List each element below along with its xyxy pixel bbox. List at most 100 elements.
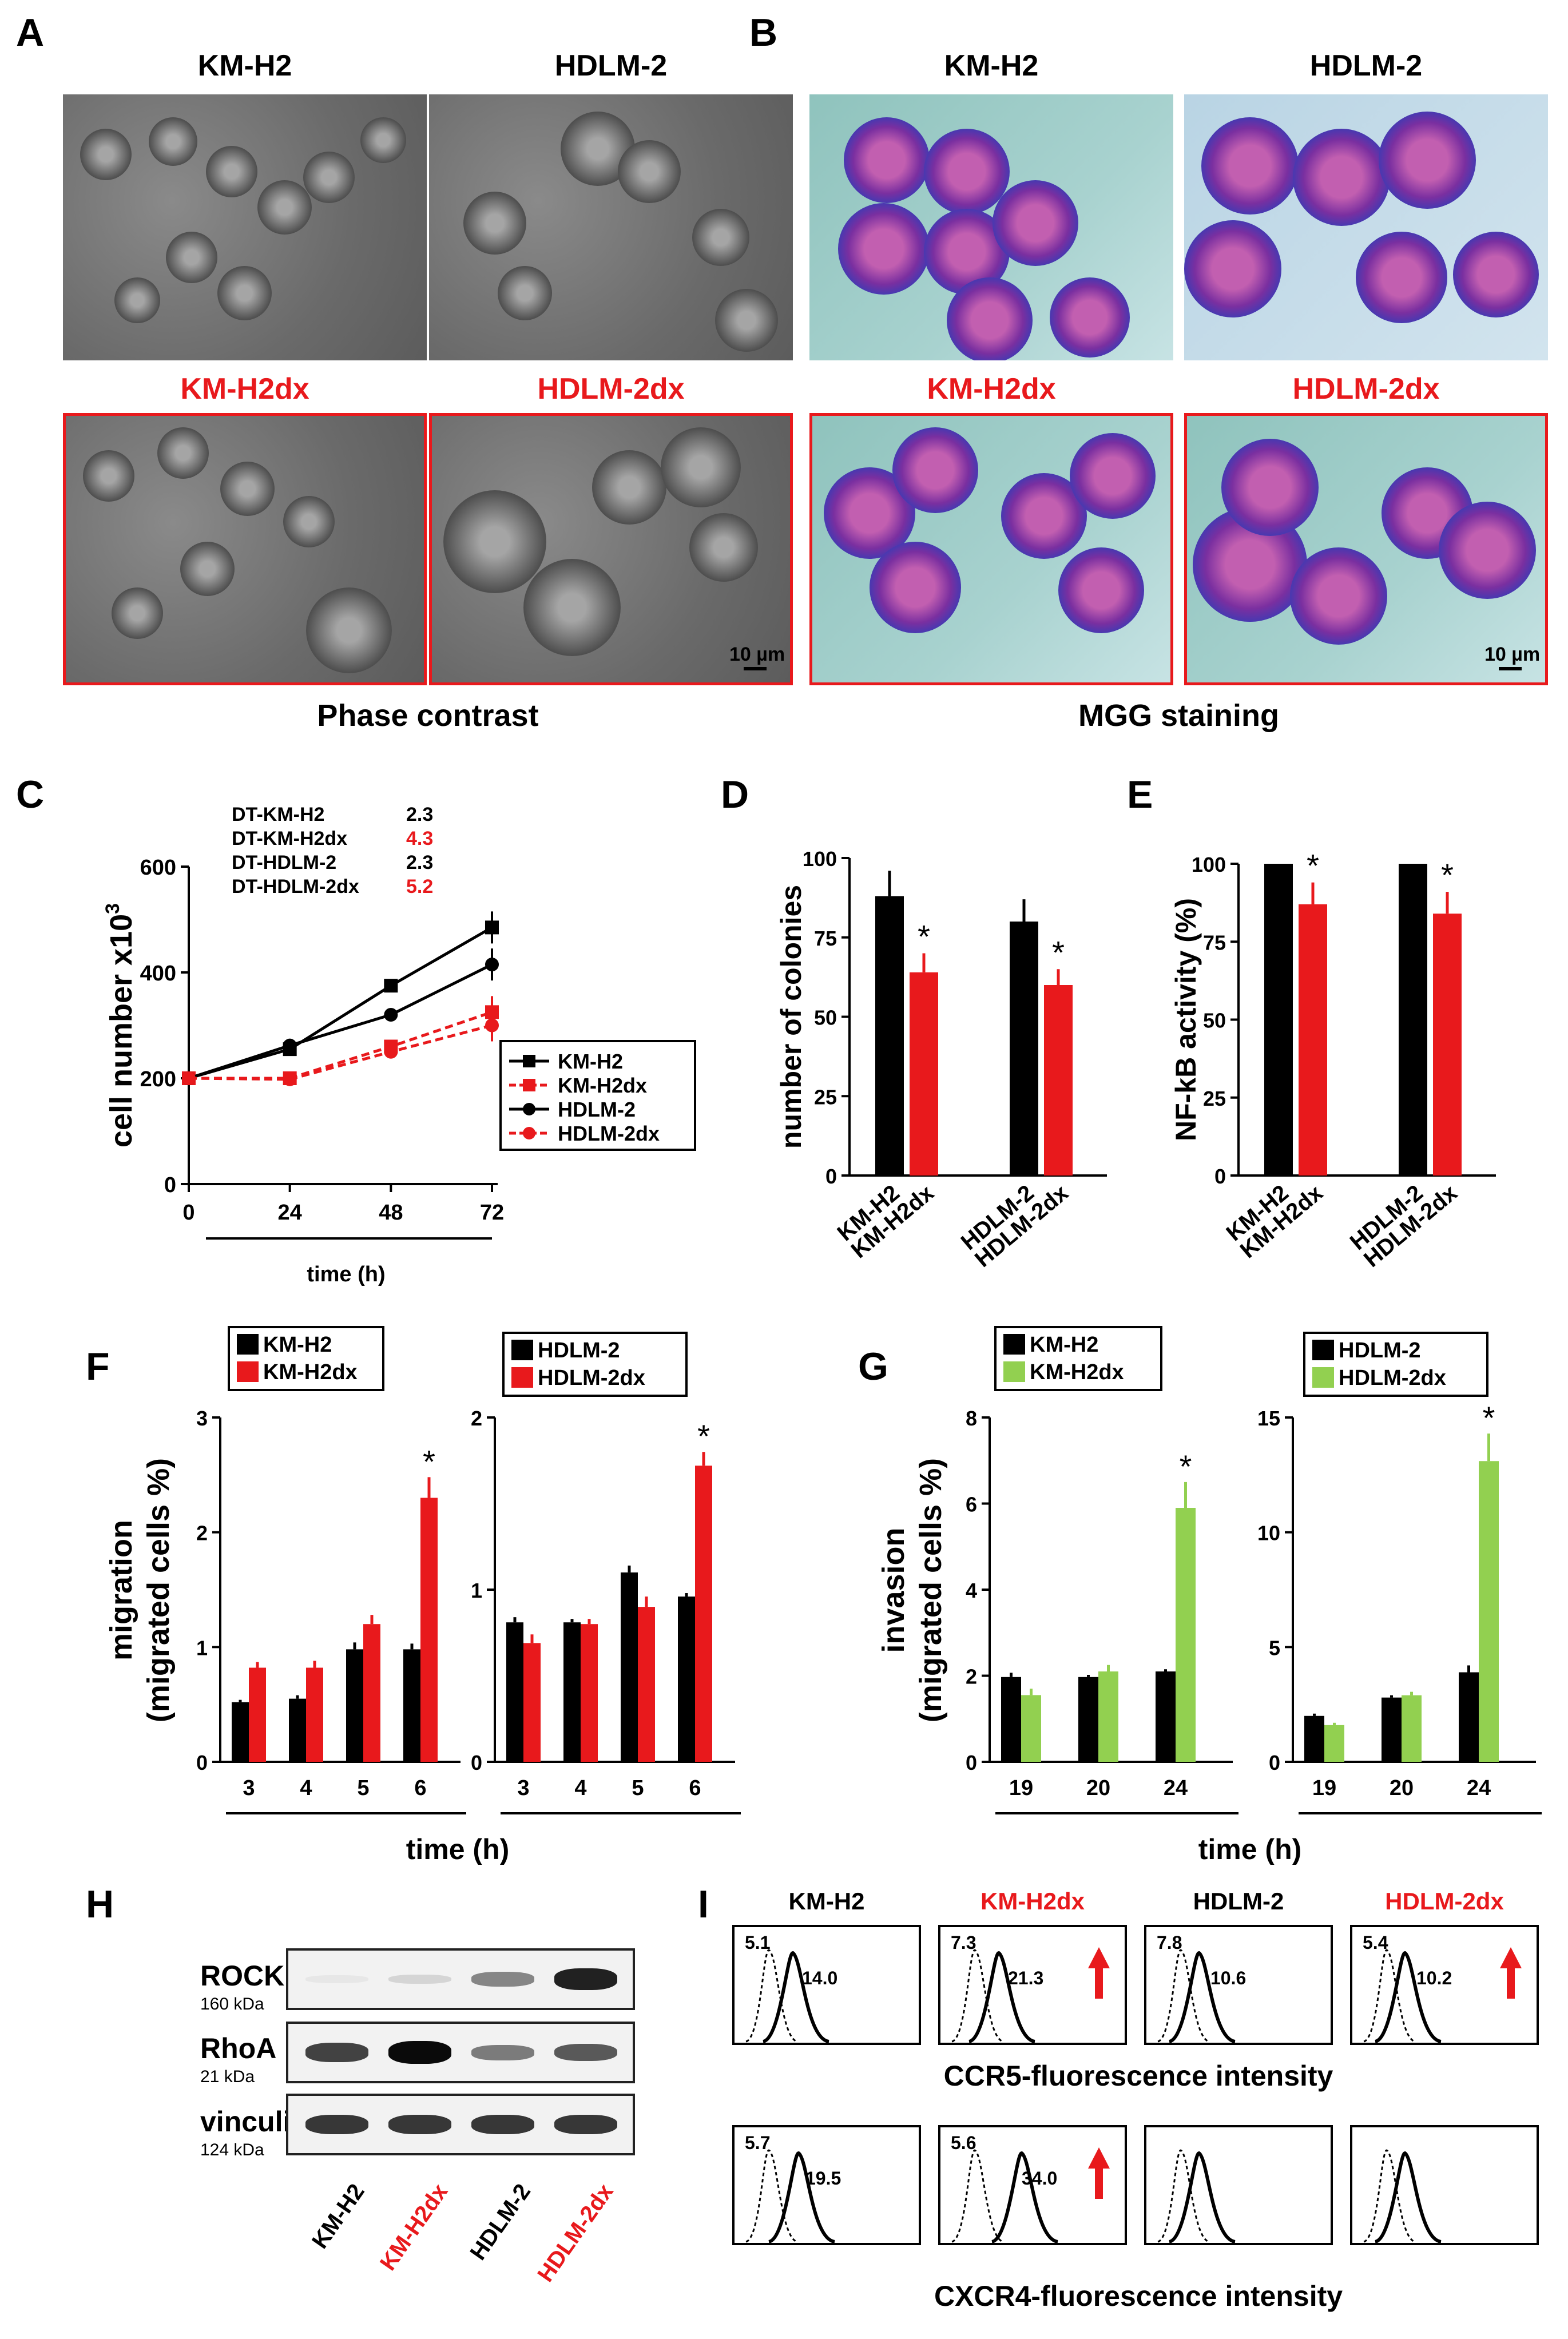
cxcr4-stain-curve	[991, 2151, 1058, 2243]
f2-bar-HDLM-2-5	[621, 1572, 638, 1762]
f-y-label: migration	[104, 1520, 138, 1661]
f2-legend-label: HDLM-2	[538, 1339, 620, 1363]
g1-bar-KM-H2-20	[1078, 1677, 1098, 1762]
g2-bar-HDLM-2-19	[1304, 1715, 1324, 1762]
a-image-hdlm2dx: 10 µm	[429, 413, 793, 685]
c-series-line-HDLM-2	[188, 963, 493, 1080]
a-header-kmh2dx: KM-H2dx	[180, 372, 309, 406]
i-cxcr4-label: CXCR4-fluorescence intensity	[934, 2280, 1343, 2312]
f1-legend-swatch	[237, 1361, 259, 1382]
c-x-tick-label: 72	[480, 1201, 504, 1225]
ccr5-iso-value: 7.3	[951, 1932, 976, 1953]
f1-bar-KM-H2-6	[403, 1649, 420, 1762]
f2-legend-label: HDLM-2dx	[538, 1366, 645, 1390]
c-dt-value: 5.2	[406, 876, 433, 898]
c-point	[384, 979, 398, 993]
c-dt-value: 4.3	[406, 828, 433, 849]
f2-y-tick-label: 0	[471, 1751, 482, 1774]
ccr5-histogram-svg: 7.3 21.3	[951, 1932, 1110, 2043]
g2-bar-HDLM-2-20	[1382, 1697, 1402, 1762]
g2-star: *	[1483, 1400, 1495, 1436]
a-header-kmh2: KM-H2	[197, 49, 292, 82]
g2-legend-swatch	[1312, 1340, 1334, 1360]
rhoa-band-KM-H2	[305, 2043, 368, 2062]
c-y-tick-label: 600	[140, 856, 176, 880]
rhoa-band-HDLM-2dx	[554, 2043, 617, 2062]
c-point	[485, 920, 499, 935]
cxcr4-iso-value: 5.7	[745, 2132, 770, 2153]
chartD-y-tick-label: 25	[814, 1085, 837, 1109]
i-header-HDLM-2: HDLM-2	[1193, 1888, 1284, 1915]
chartE-star: *	[1307, 848, 1319, 884]
g2-bar-HDLM-2-24	[1459, 1672, 1479, 1762]
g1-y-tick-label: 4	[966, 1579, 977, 1602]
c-legend-label: HDLM-2dx	[558, 1122, 660, 1145]
cxcr4-stain-value: 34.0	[1022, 2168, 1057, 2189]
rock-band-HDLM-2dx	[554, 1968, 617, 1990]
c-legend-label: KM-H2	[558, 1050, 623, 1073]
h-lane-labels: KM-H2 KM-H2dx HDLM-2 HDLM-2dx	[286, 2168, 635, 2294]
f1-star: *	[423, 1443, 435, 1479]
h-row-label-rhoa: RhoA	[200, 2032, 277, 2064]
f2-bar-HDLM-2dx-4	[581, 1624, 598, 1762]
chartE-bar-KM-H2	[1264, 864, 1293, 1176]
chartD-bar-KM-H2dx	[910, 972, 938, 1176]
g1-bar-KM-H2dx-24	[1176, 1508, 1196, 1762]
g2-bar-HDLM-2dx-19	[1324, 1725, 1344, 1762]
cxcr4-histogram-svg	[1157, 2149, 1236, 2243]
chartE-star: *	[1441, 857, 1454, 893]
vinculin-band-HDLM-2dx	[554, 2114, 617, 2135]
f1-y-tick-label: 3	[196, 1407, 208, 1430]
chartD-bar-HDLM-2	[1010, 922, 1038, 1176]
i-header-KM-H2dx: KM-H2dx	[980, 1888, 1085, 1915]
g1-y-tick-label: 6	[966, 1493, 977, 1516]
h-row-kda-rock: 160 kDa	[200, 1995, 264, 2014]
c-y-tick-label: 400	[140, 962, 176, 986]
c-dt-label: DT-HDLM-2	[232, 852, 336, 873]
c-legend-marker	[523, 1055, 535, 1067]
chartD-bar-HDLM-2dx	[1044, 985, 1073, 1176]
panel-label-i: I	[698, 1883, 709, 1926]
ccr5-histogram-HDLM-2: 7.8 10.6	[1144, 1925, 1333, 2045]
rhoa-band-HDLM-2	[471, 2044, 534, 2060]
ccr5-isotype-curve	[1363, 1949, 1416, 2043]
vinculin-band-KM-H2dx	[388, 2114, 451, 2135]
c-legend-label: HDLM-2	[558, 1098, 636, 1121]
chartE-y-tick-label: 25	[1203, 1087, 1226, 1110]
ccr5-up-arrow	[1507, 1967, 1515, 1999]
g2-x-tick-label: 20	[1390, 1776, 1414, 1800]
c-legend-marker	[523, 1127, 535, 1139]
ccr5-isotype-curve	[951, 1949, 1004, 2043]
panel-label-a: A	[16, 11, 45, 54]
chartE-y-tick-label: 75	[1203, 931, 1226, 954]
g1-y-tick-label: 0	[966, 1751, 977, 1774]
f1-y-tick-label: 1	[196, 1636, 208, 1659]
h-lane-label-KM-H2: KM-H2	[307, 2179, 370, 2254]
f2-legend-swatch	[511, 1340, 533, 1360]
panel-label-e: E	[1127, 773, 1153, 816]
g1-x-tick-label: 20	[1086, 1776, 1110, 1800]
g2-y-tick-label: 15	[1257, 1407, 1280, 1430]
f1-bar-KM-H2-3	[232, 1702, 249, 1762]
g2-y-tick-label: 5	[1269, 1636, 1280, 1659]
f1-legend-label: KM-H2dx	[263, 1360, 358, 1384]
ccr5-stain-curve	[968, 1951, 1035, 2043]
c-y-label-sup: 3	[102, 903, 124, 914]
f2-x-tick-label: 4	[574, 1776, 586, 1800]
f1-bar-KM-H2-4	[289, 1698, 306, 1762]
ccr5-up-arrow-head	[1500, 1947, 1522, 1968]
rock-band-HDLM-2	[471, 1972, 534, 1987]
g1-x-tick-label: 19	[1009, 1776, 1033, 1800]
c-x-tick-label: 24	[278, 1201, 302, 1225]
chartE-bar-KM-H2dx	[1299, 904, 1327, 1176]
g1-legend-label: KM-H2dx	[1030, 1360, 1124, 1384]
cxcr4-isotype-curve	[1157, 2149, 1210, 2243]
cxcr4-iso-value: 5.6	[951, 2132, 976, 2153]
vinculin-band-KM-H2	[305, 2114, 368, 2135]
f2-x-tick-label: 3	[517, 1776, 529, 1800]
f1-bar-KM-H2dx-4	[306, 1667, 323, 1762]
h-row-label-rock: ROCK	[200, 1960, 285, 1992]
f2-bar-HDLM-2-4	[563, 1622, 581, 1762]
b-header-hdlm2: HDLM-2	[1309, 49, 1423, 82]
g1-bar-KM-H2dx-19	[1021, 1695, 1041, 1762]
